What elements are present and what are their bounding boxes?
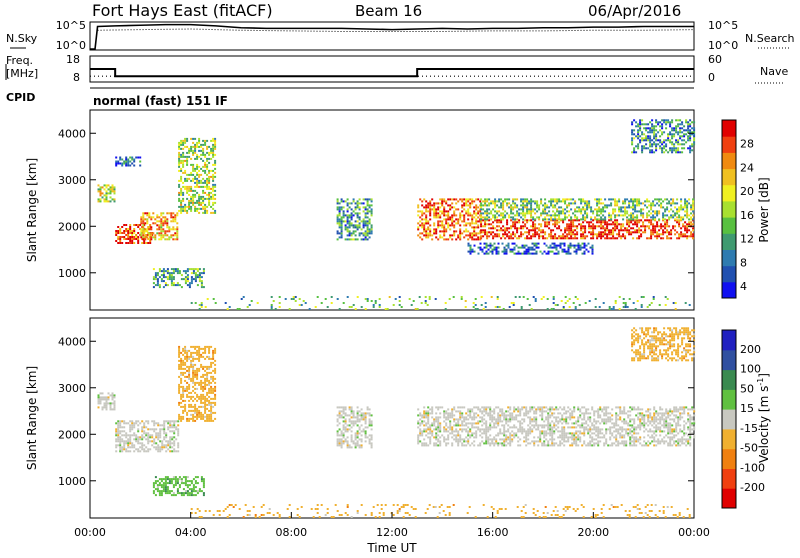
velocity-ytick-label-3: 4000 — [58, 335, 86, 348]
date-label: 06/Apr/2016 — [588, 2, 681, 20]
freq-left-tick-bottom: 8 — [73, 71, 80, 84]
velocity-cbar-seg-5 — [722, 389, 736, 409]
power-cbar-tick-5: 24 — [740, 161, 754, 174]
nave-right-label: Nave — [760, 65, 788, 78]
velocity-cbar-tick-3: 15 — [740, 402, 754, 415]
xtick-label-2: 08:00 — [275, 526, 307, 539]
power-cbar-seg-5 — [722, 201, 736, 218]
power-panel: 1000 2000 3000 4000 Slant Range [km] 4 8 12 16… — [25, 110, 771, 310]
velocity-cbar-seg-4 — [722, 409, 736, 429]
freq-label-1: Freq. — [6, 54, 33, 67]
xtick-label-1: 04:00 — [175, 526, 207, 539]
power-ylabel: Slant Range [km] — [25, 158, 39, 262]
velocity-cbar-tick-7: -200 — [740, 481, 765, 494]
power-cbar-tick-6: 28 — [740, 138, 754, 151]
velocity-colorbar-label-end: ] — [757, 373, 771, 378]
noise-panel: N.Sky 10^5 10^0 10^5 10^0 N.Search — [6, 19, 795, 52]
frequency-panel: Freq. [MHz] 18 8 60 0 Nave CPID normal (… — [6, 53, 788, 108]
velocity-colorbar-label: Velocity [m s-1] — [756, 373, 771, 463]
power-cbar-seg-1 — [722, 266, 736, 283]
noise-right-tick-top: 10^5 — [708, 19, 738, 32]
power-cbar-seg-9 — [722, 136, 736, 153]
velocity-colorbar-label-exp: -1 — [756, 378, 765, 386]
power-ytick-label-0: 1000 — [58, 267, 86, 280]
noise-series-0 — [90, 25, 694, 49]
velocity-cbar-seg-3 — [722, 429, 736, 449]
velocity-cbar-seg-6 — [722, 370, 736, 390]
noise-left-tick-bottom: 10^0 — [56, 39, 86, 52]
nave-right-tick-top: 60 — [708, 53, 722, 66]
cpid-text: normal (fast) 151 IF — [93, 94, 228, 108]
beam-label: Beam 16 — [355, 2, 422, 20]
power-cbar-seg-3 — [722, 233, 736, 250]
nave-right-tick-bottom: 0 — [708, 71, 715, 84]
velocity-cbar-tick-0: 200 — [740, 343, 761, 356]
power-cbar-tick-4: 20 — [740, 185, 754, 198]
power-cbar-seg-7 — [722, 169, 736, 186]
power-colorbar-label: Power [dB] — [757, 177, 771, 242]
xtick-label-0: 00:00 — [74, 526, 106, 539]
noise-right-tick-bottom: 10^0 — [708, 39, 738, 52]
velocity-cbar-tick-5: -50 — [740, 442, 758, 455]
power-cbar-seg-2 — [722, 250, 736, 267]
noise-left-label: N.Sky — [6, 32, 38, 45]
power-cbar-tick-3: 16 — [740, 209, 754, 222]
velocity-colorbar-label-main: Velocity [m s — [757, 386, 771, 463]
freq-series-0 — [90, 69, 694, 76]
power-cbar-seg-4 — [722, 217, 736, 234]
velocity-cbar-seg-7 — [722, 350, 736, 370]
velocity-cbar-seg-8 — [722, 330, 736, 350]
velocity-cbar-tick-2: 50 — [740, 382, 754, 395]
freq-label-2: [MHz] — [6, 67, 38, 80]
velocity-ytick-label-2: 3000 — [58, 382, 86, 395]
power-cbar-seg-6 — [722, 185, 736, 202]
velocity-cbar-tick-4: -15 — [740, 422, 758, 435]
power-cbar-tick-2: 12 — [740, 233, 754, 246]
xtick-label-6: 00:00 — [678, 526, 710, 539]
noise-right-label: N.Search — [745, 32, 795, 45]
freq-left-tick-top: 18 — [66, 53, 80, 66]
power-ytick-label-1: 2000 — [58, 220, 86, 233]
power-ytick-label-3: 4000 — [58, 127, 86, 140]
noise-left-tick-top: 10^5 — [56, 19, 86, 32]
power-cbar-seg-8 — [722, 152, 736, 169]
velocity-cbar-seg-1 — [722, 468, 736, 488]
velocity-cbar-seg-0 — [722, 488, 736, 508]
velocity-ytick-label-1: 2000 — [58, 428, 86, 441]
xtick-label-4: 16:00 — [477, 526, 509, 539]
power-ytick-label-2: 3000 — [58, 174, 86, 187]
power-cbar-tick-0: 4 — [740, 280, 747, 293]
power-cbar-seg-10 — [722, 120, 736, 137]
station-title: Fort Hays East (fitACF) — [92, 1, 273, 20]
xaxis-label: Time UT — [366, 541, 417, 554]
power-cbar-tick-1: 8 — [740, 256, 747, 269]
xtick-label-3: 12:00 — [376, 526, 408, 539]
power-cbar-seg-0 — [722, 282, 736, 299]
cpid-label: CPID — [6, 91, 35, 104]
xtick-label-5: 20:00 — [577, 526, 609, 539]
velocity-cbar-seg-2 — [722, 449, 736, 469]
velocity-ylabel: Slant Range [km] — [25, 366, 39, 470]
velocity-ytick-label-0: 1000 — [58, 475, 86, 488]
velocity-panel: 1000 2000 3000 4000 00:00 04:00 08:00 12:00 16:… — [25, 318, 771, 554]
